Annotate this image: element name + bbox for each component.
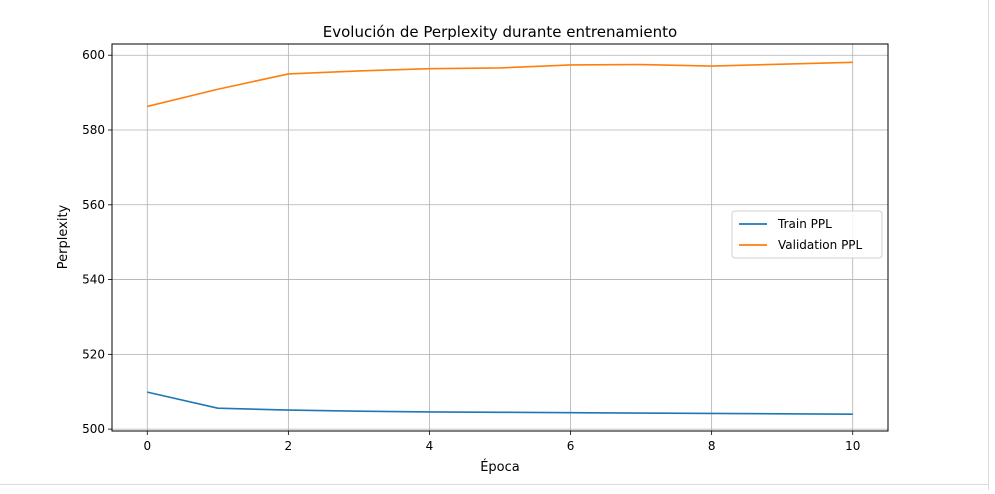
grid-layer bbox=[112, 44, 888, 431]
y-axis-title: Perplexity bbox=[56, 204, 71, 269]
bottom-border bbox=[0, 484, 989, 485]
plot-frame bbox=[111, 43, 889, 432]
x-axis-title: Época bbox=[480, 459, 520, 475]
tick-layer: 0 2 4 6 8 10 500 520 540 560 580 600 bbox=[82, 48, 860, 453]
x-tick-label: 6 bbox=[567, 439, 575, 453]
y-tick-label: 560 bbox=[82, 198, 105, 212]
x-tick-label: 8 bbox=[708, 439, 716, 453]
y-tick-label: 600 bbox=[82, 48, 105, 62]
x-tick-label: 2 bbox=[285, 439, 293, 453]
right-border bbox=[988, 0, 989, 490]
x-tick-label: 0 bbox=[143, 439, 151, 453]
y-tick-label: 500 bbox=[82, 422, 105, 436]
chart-title: Evolución de Perplexity durante entrenam… bbox=[323, 23, 677, 41]
x-tick-label: 4 bbox=[426, 439, 434, 453]
legend-box bbox=[731, 210, 883, 259]
legend-label-0: Train PPL bbox=[777, 217, 832, 231]
legend: Train PPL Validation PPL bbox=[731, 210, 883, 259]
series-line-0 bbox=[147, 391, 853, 415]
series-layer bbox=[147, 61, 853, 415]
series-line-1 bbox=[147, 61, 853, 108]
x-tick-label: 10 bbox=[845, 439, 860, 453]
y-tick-label: 540 bbox=[82, 273, 105, 287]
y-tick-label: 520 bbox=[82, 347, 105, 361]
legend-label-1: Validation PPL bbox=[778, 238, 863, 252]
y-tick-label: 580 bbox=[82, 123, 105, 137]
